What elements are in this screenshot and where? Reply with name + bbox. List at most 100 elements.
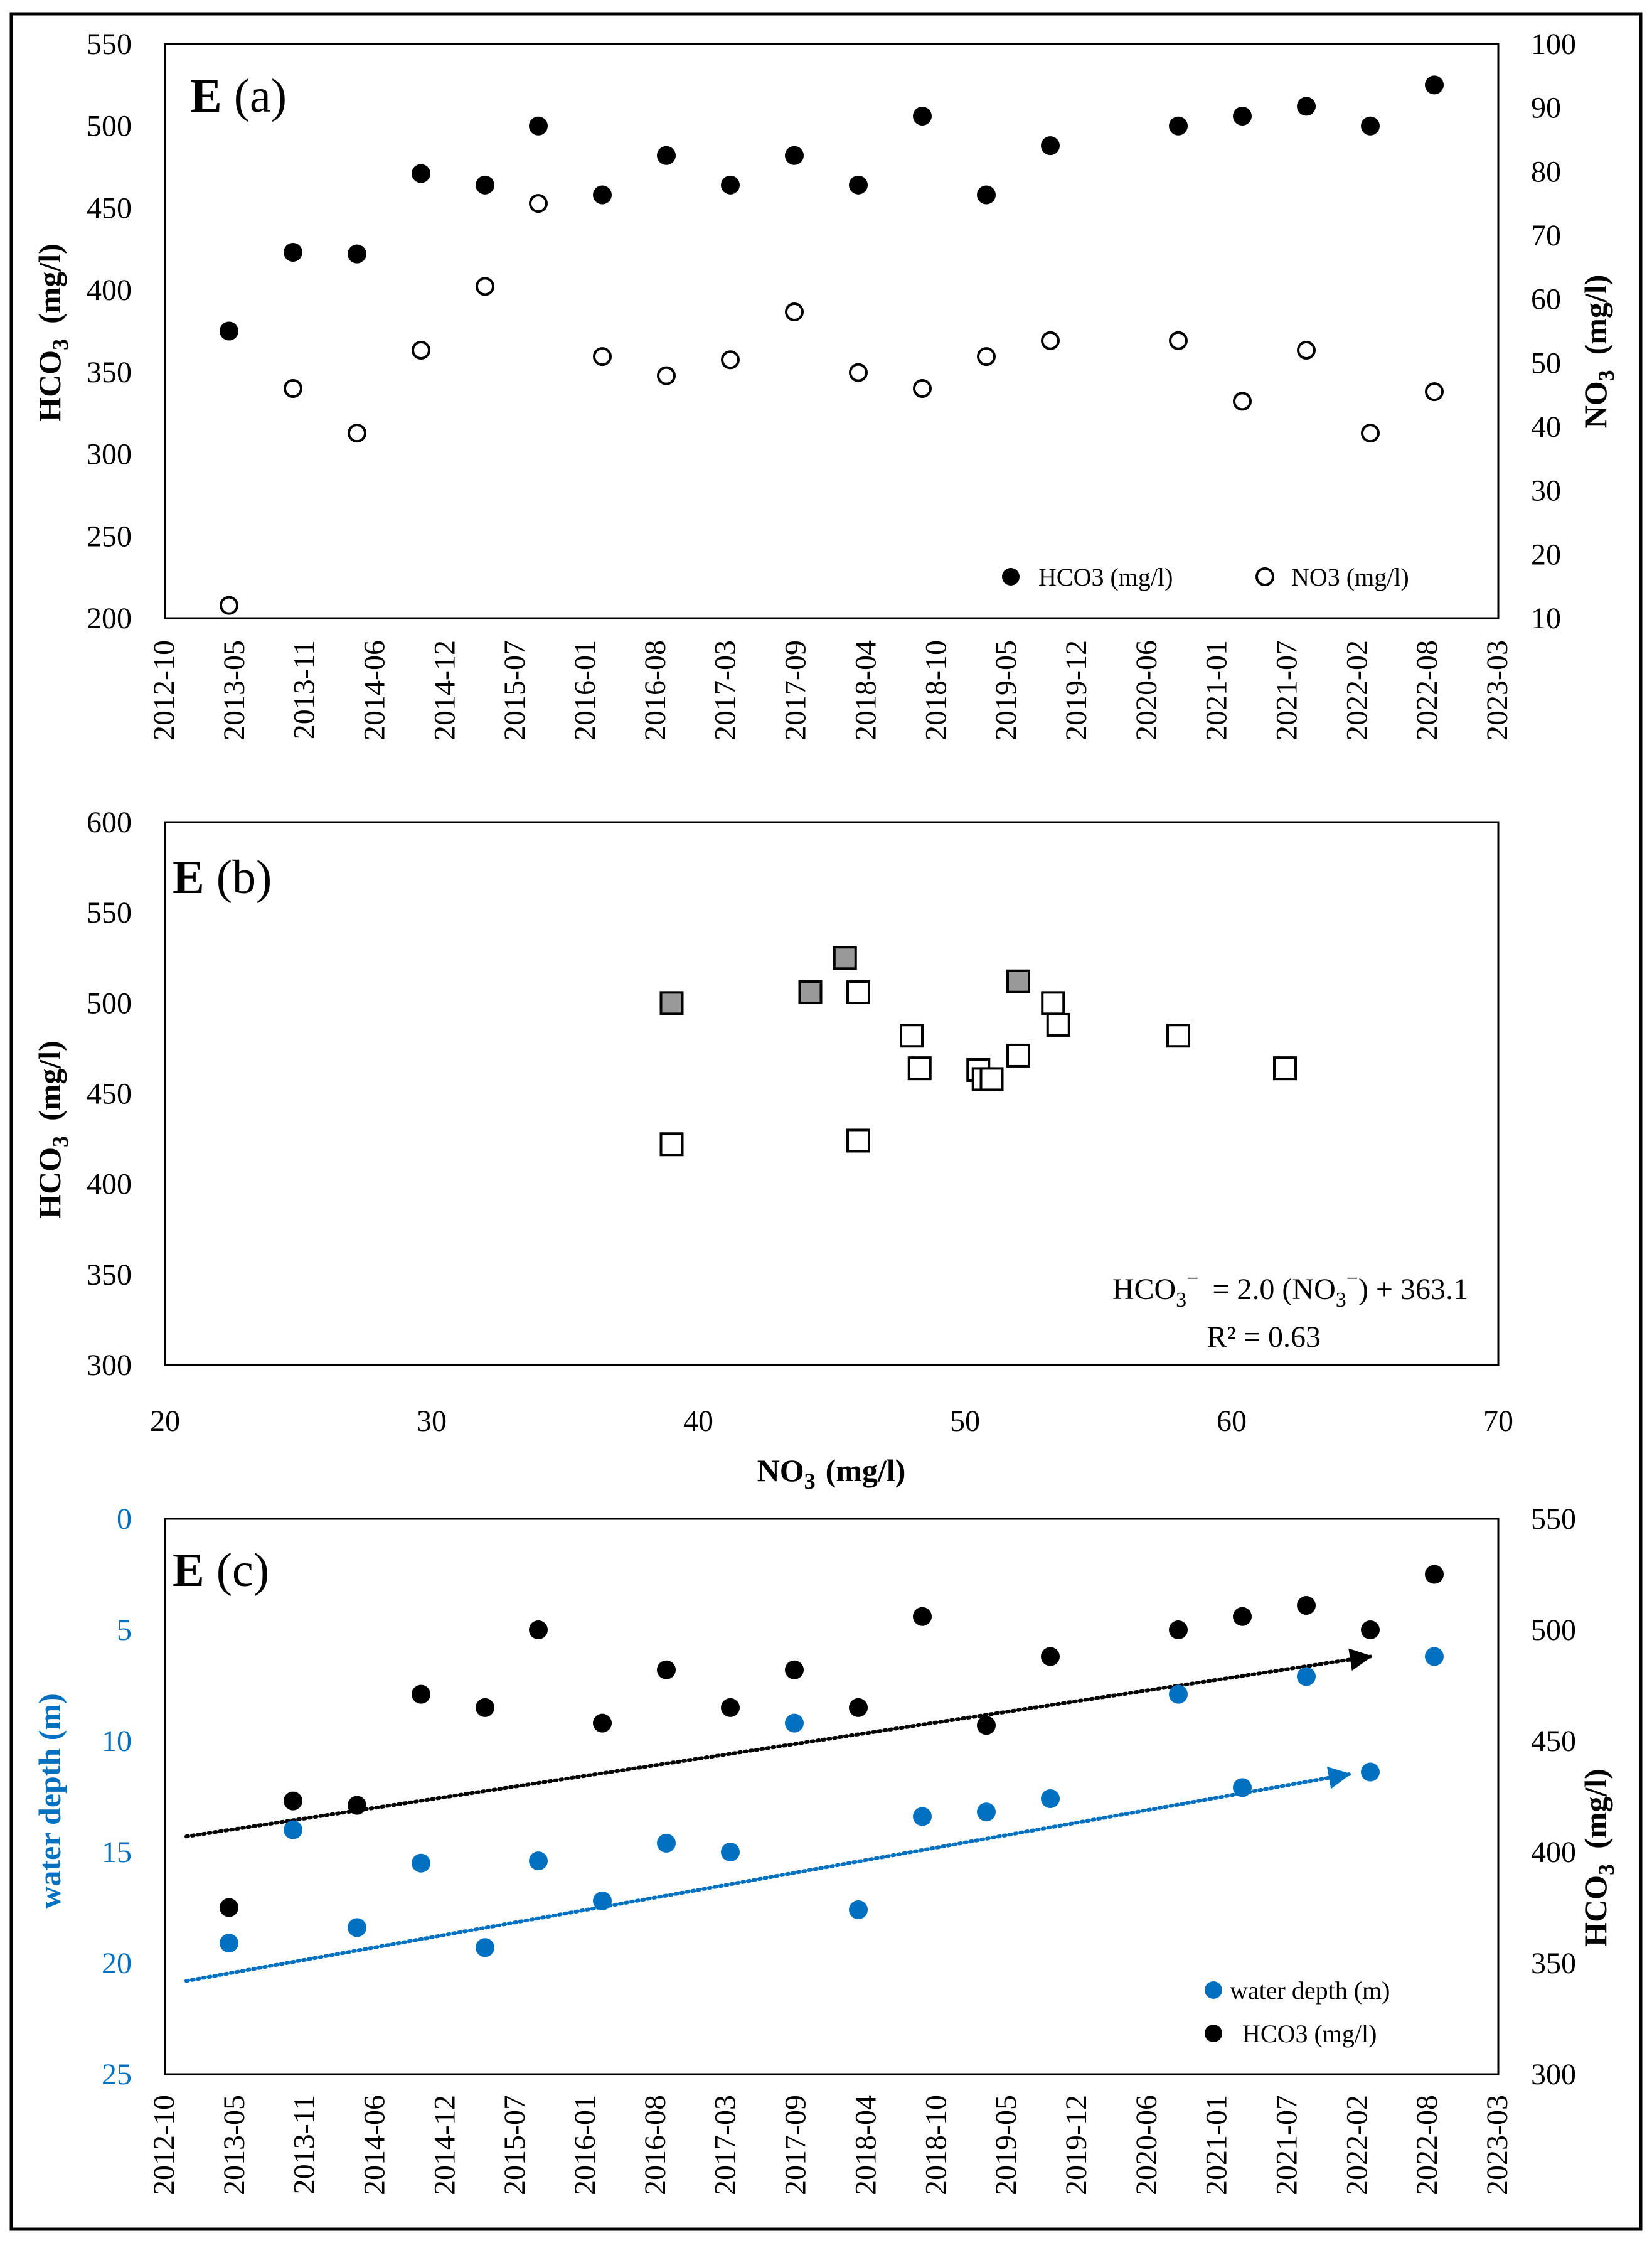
water-depth-point	[1361, 1762, 1380, 1782]
hco3-point	[913, 107, 932, 126]
grey-square-point	[833, 946, 857, 970]
panel-label-c: E (c)	[173, 1544, 269, 1597]
x-tick-label: 2014-06	[358, 640, 392, 741]
hco3-point	[529, 116, 548, 136]
water-depth-point	[913, 1807, 932, 1826]
water-depth-point	[1297, 1667, 1316, 1686]
panel-label-b: E (b)	[173, 851, 272, 904]
x-tick-label: 30	[417, 1405, 447, 1438]
water-depth-point	[284, 1820, 302, 1839]
no3-point	[284, 379, 302, 398]
x-tick-label: 2021-07	[1270, 2095, 1303, 2195]
water-depth-point	[1233, 1778, 1252, 1797]
x-tick-label: 2018-04	[849, 640, 882, 741]
y-tick-label: 350	[87, 1258, 132, 1292]
no3-point	[913, 379, 932, 398]
legend-label-water-depth-c: water depth (m)	[1230, 1976, 1390, 2005]
hco3-point	[529, 1620, 548, 1639]
x-tick-label: 2014-12	[428, 640, 461, 741]
hco3-point	[849, 1698, 868, 1717]
hco3-trendline	[184, 1648, 1373, 1839]
hco3-point	[721, 1698, 740, 1717]
x-tick-label: 2017-03	[709, 640, 742, 741]
y-tick-label: 60	[1531, 283, 1561, 316]
y-left-axis-title-a: HCO3(mg/l)	[32, 244, 73, 422]
hco3-point	[1297, 97, 1316, 116]
y-tick-label: 550	[1531, 1502, 1576, 1536]
hco3-point	[476, 1698, 494, 1717]
hco3-point	[1041, 1647, 1060, 1666]
panel-label-a: E (a)	[190, 70, 287, 122]
y-tick-label: 5	[117, 1614, 132, 1647]
trendlines-c	[184, 1648, 1373, 1983]
y-tick-label: 25	[102, 2058, 132, 2091]
hco3-point	[657, 146, 676, 165]
x-tick-labels-a: 2012-10 2013-05 2013-11 2014-06 2014-12 2015-…	[147, 640, 1514, 741]
hco3-point	[1233, 107, 1252, 126]
hco3-point	[593, 185, 612, 205]
x-tick-label: 2022-02	[1340, 640, 1373, 741]
x-tick-label: 2015-07	[498, 2095, 531, 2195]
x-tick-label: 60	[1217, 1405, 1247, 1438]
hco3-point	[1169, 116, 1188, 136]
y-tick-label: 20	[102, 1947, 132, 1980]
water-depth-point	[1169, 1684, 1188, 1704]
figure-border	[9, 12, 1643, 2231]
x-tick-label: 2017-03	[709, 2095, 742, 2195]
no3-point	[1297, 341, 1316, 360]
open-square-point	[659, 1132, 684, 1157]
legend-label-hco3-c: HCO3 (mg/l)	[1242, 2020, 1377, 2048]
no3-point	[977, 347, 996, 367]
hco3-point	[284, 1791, 302, 1811]
data-points-c	[220, 1565, 1444, 1957]
y-tick-label: 450	[87, 1078, 132, 1111]
no3-point	[412, 341, 430, 360]
x-tick-labels-b: 20 30 40 50 60 70	[150, 1405, 1513, 1438]
y-tick-label: 350	[87, 356, 132, 389]
y-tick-label: 70	[1531, 219, 1561, 252]
y-left-axis-title-c: water depth (m)	[32, 1693, 67, 1908]
hco3-point	[220, 1898, 238, 1917]
hco3-point	[1297, 1596, 1316, 1615]
x-tick-labels-c: 2012-10 2013-05 2013-11 2014-06 2014-12 2015-…	[147, 2095, 1514, 2195]
y-axis-title-b: HCO3(mg/l)	[32, 1041, 73, 1219]
x-tick-label: 40	[683, 1405, 713, 1438]
no3-point	[721, 350, 740, 370]
x-tick-label: 50	[950, 1405, 980, 1438]
legend-label-hco3-a: HCO3 (mg/l)	[1038, 563, 1173, 591]
hco3-point	[1233, 1607, 1252, 1626]
hco3-point	[1425, 1565, 1444, 1584]
y-tick-label: 10	[1531, 602, 1561, 635]
hco3-point	[1361, 1620, 1380, 1639]
x-tick-label: 2012-10	[147, 640, 181, 741]
hco3-point	[348, 244, 366, 264]
x-tick-label: 70	[1483, 1405, 1513, 1438]
water-depth-point	[785, 1713, 804, 1733]
open-square-point	[846, 980, 870, 1005]
y-tick-label: 0	[117, 1502, 132, 1536]
x-tick-label: 2018-10	[919, 640, 952, 741]
hco3-point	[849, 175, 868, 195]
water-depth-trendline	[184, 1767, 1351, 1983]
open-square-point	[1041, 991, 1065, 1015]
y-tick-label: 80	[1531, 155, 1561, 188]
water-depth-point	[721, 1843, 740, 1861]
data-points-a	[220, 75, 1444, 615]
hco3-point	[785, 1660, 804, 1679]
y-tick-label: 400	[87, 1168, 132, 1201]
hco3-point	[412, 164, 430, 183]
y-tick-label: 300	[87, 438, 132, 471]
no3-point	[476, 277, 494, 296]
x-tick-label: 2013-05	[218, 640, 251, 741]
no3-point	[657, 366, 676, 385]
y-right-tick-labels-c: 300 350 400 450 500 550	[1531, 1502, 1576, 2091]
legend-marker-water-depth-c	[1205, 1981, 1222, 1999]
regression-equation-b: HCO3− = 2.0 (NO3−) + 363.1	[1112, 1267, 1468, 1312]
x-tick-label: 2015-07	[498, 640, 531, 741]
x-tick-label: 2013-11	[288, 2095, 321, 2194]
water-depth-point	[593, 1891, 612, 1910]
water-depth-point	[220, 1934, 238, 1953]
hco3-point	[721, 175, 740, 195]
plot-area-c	[164, 1518, 1500, 2075]
hco3-point	[1425, 75, 1444, 95]
